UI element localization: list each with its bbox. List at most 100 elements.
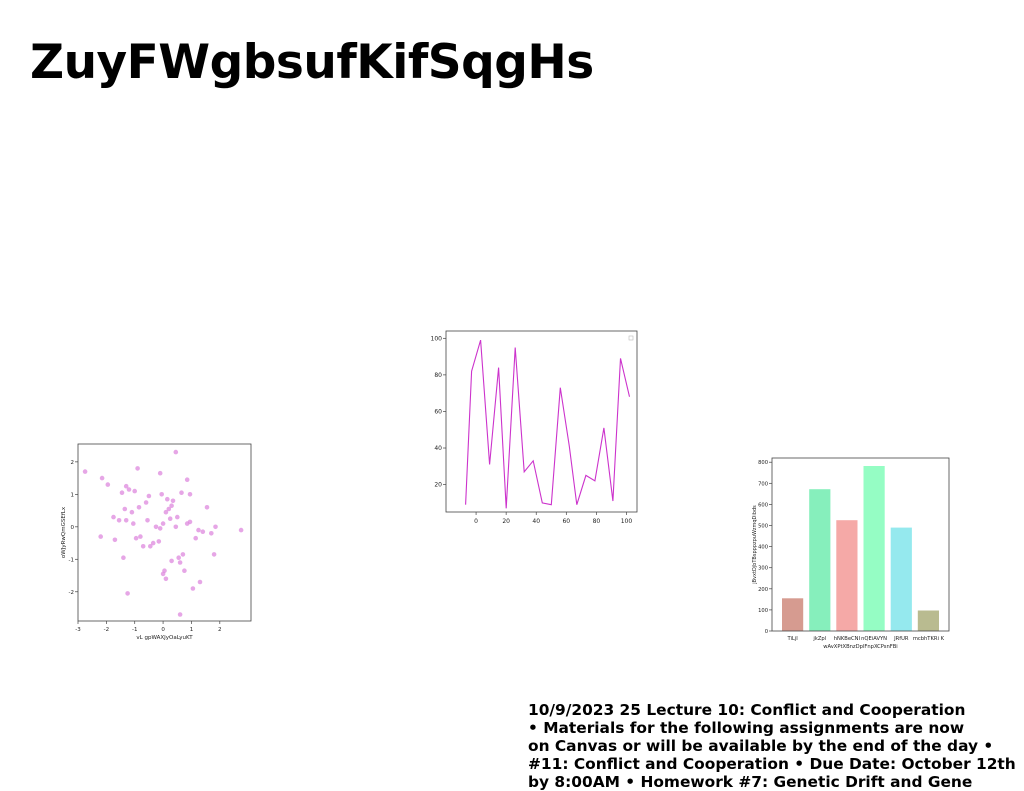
x-tick-label: mcbhTKRi K <box>913 636 945 642</box>
scatter-point <box>170 498 176 504</box>
scatter-point <box>213 524 218 530</box>
x-axis-label: vL gpWAXJyOaLyuKT <box>136 635 193 641</box>
x-tick-label: 60 <box>562 518 570 525</box>
plot-frame <box>771 457 950 632</box>
scatter-point <box>200 529 206 534</box>
scatter-chart: -3 -2 -1 0 1 2 -2 -1 0 1 2 vL gpWAXJyOaLyuKT oWJyRwQ… <box>61 443 252 641</box>
scatter-point <box>82 469 88 474</box>
y-tick-label: 40 <box>434 445 442 452</box>
scatter-point <box>176 555 181 560</box>
scatter-point <box>211 552 217 557</box>
y-tick-label: 1 <box>71 492 75 498</box>
scatter-point <box>133 535 139 541</box>
y-tick-label: 20 <box>434 482 442 489</box>
plot-frame <box>77 443 252 622</box>
scatter-point <box>146 493 152 499</box>
bar <box>917 610 939 631</box>
scatter-point <box>140 544 146 549</box>
y-tick-label: 300 <box>758 566 768 572</box>
x-tick-label: jkZpl <box>812 636 826 642</box>
scatter-point <box>148 544 153 549</box>
y-tick-label: 60 <box>434 408 442 415</box>
line-series <box>465 339 631 509</box>
scatter-point <box>131 521 136 526</box>
y-tick-label: -1 <box>69 557 74 563</box>
scatter-point <box>169 503 174 508</box>
scatter-point <box>193 535 198 541</box>
x-tick-label: 100 <box>621 518 633 525</box>
scatter-point <box>190 586 196 591</box>
scatter-point <box>197 579 203 585</box>
scatter-point <box>126 487 132 492</box>
scatter-point <box>99 475 105 481</box>
x-tick-label: nQEiAVYN <box>861 636 887 642</box>
x-tick-label: 20 <box>502 518 510 525</box>
scatter-point <box>159 492 164 497</box>
x-tick-label: -2 <box>104 627 109 633</box>
y-tick-label: 2 <box>71 460 75 466</box>
scatter-point <box>184 477 190 482</box>
scatter-point <box>123 483 129 489</box>
x-tick-label: -3 <box>75 627 81 633</box>
bar <box>890 527 912 631</box>
bar-chart: TiLjI jkZpl hNKBeCNI nQEiAVYN JRfUR mcbhTKRi … <box>752 457 950 650</box>
scatter-point <box>153 524 159 530</box>
y-tick-label: 100 <box>758 608 768 614</box>
bar <box>809 489 831 631</box>
scatter-point <box>122 506 128 512</box>
y-tick-label: 600 <box>758 502 768 508</box>
scatter-point <box>169 558 174 564</box>
scatter-point <box>129 509 135 515</box>
y-tick-label: 400 <box>758 545 768 551</box>
scatter-point <box>157 526 163 531</box>
y-axis-label: oWJyRwQmGSEfLx <box>61 506 67 558</box>
scatter-point <box>173 524 179 530</box>
scatter-point <box>163 509 169 515</box>
scatter-point <box>182 568 187 573</box>
y-axis-label: jBvxtDjbTBspppzpuWzmqDibds <box>752 505 758 585</box>
scatter-point <box>165 496 170 502</box>
bar <box>782 598 804 631</box>
line-chart: 0 20 40 60 80 100 20 40 60 80 100 <box>431 330 638 525</box>
y-tick-label: 0 <box>765 629 768 635</box>
y-tick-label: 800 <box>758 460 768 466</box>
x-tick-label: 0 <box>161 627 165 633</box>
x-tick-label: hNKBeCNI <box>834 636 861 642</box>
bar <box>836 520 858 631</box>
scatter-point <box>136 505 142 510</box>
scatter-point <box>177 560 183 565</box>
x-tick-label: 0 <box>474 518 478 525</box>
scatter-point <box>138 534 143 539</box>
scatter-point <box>187 519 193 525</box>
scatter-point <box>116 518 122 523</box>
scatter-point <box>167 516 173 521</box>
scatter-point <box>125 591 130 596</box>
scatter-point <box>175 514 180 520</box>
scatter-point <box>145 518 150 523</box>
legend-box <box>628 335 634 341</box>
scatter-point <box>123 518 129 523</box>
scatter-point <box>132 488 137 494</box>
y-tick-label: 500 <box>758 524 768 530</box>
scatter-point <box>98 534 103 539</box>
scatter-point <box>150 540 156 546</box>
slide-title: ZuyFWgbsufKifSqgHs <box>30 35 594 90</box>
x-tick-label: TiLjI <box>786 636 798 642</box>
y-tick-label: 0 <box>71 525 75 531</box>
scatter-point <box>166 506 172 512</box>
scatter-point <box>111 514 116 520</box>
scatter-point <box>204 505 210 510</box>
x-tick-label: 1 <box>190 627 194 633</box>
scatter-point <box>177 612 183 617</box>
y-tick-label: 80 <box>434 372 442 379</box>
scatter-point <box>162 568 167 573</box>
x-tick-label: 40 <box>532 518 540 525</box>
x-axis-label: wAvXPtXBnzDplFnpXCPsnFBi <box>823 644 898 650</box>
scatter-point <box>121 555 126 560</box>
x-tick-label: 2 <box>218 627 222 633</box>
scatter-point <box>179 490 184 495</box>
scatter-point <box>163 576 169 582</box>
scatter-point <box>173 449 179 455</box>
scatter-point <box>119 490 125 495</box>
scatter-point <box>135 466 140 471</box>
